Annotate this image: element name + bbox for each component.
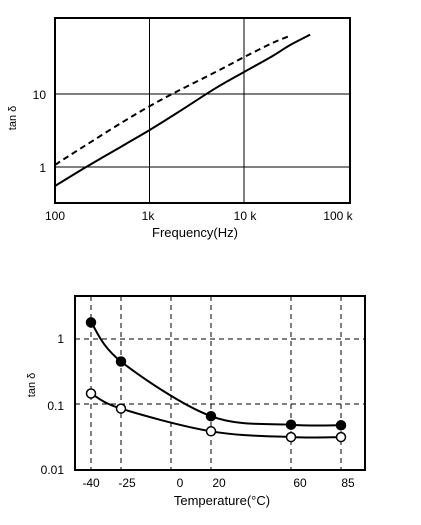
frequency-chart-xtick-100: 100: [45, 209, 65, 223]
frequency-chart-curves: [54, 33, 311, 187]
temperature-chart-xtick-minus25: -25: [118, 476, 136, 490]
temperature-chart-ytick-1: 1: [57, 332, 64, 346]
frequency-chart-ytick-1: 1: [39, 161, 46, 175]
temperature-chart-curves: [90, 321, 342, 439]
temperature-chart-series-1-point-3: [285, 431, 297, 443]
temperature-chart-series-0-point-2: [205, 410, 217, 422]
frequency-chart-ylabel: tan δ: [7, 106, 19, 130]
temperature-chart: -40 -25 0 20 60 85 1 0.1 0.01 Temperatur…: [26, 295, 366, 508]
temperature-chart-series-1-point-0: [85, 388, 97, 399]
temperature-chart-xtick-minus40: -40: [82, 476, 100, 490]
temperature-chart-xtick-20: 20: [212, 476, 226, 490]
temperature-chart-grid: [75, 296, 365, 470]
temperature-chart-xlabel: Temperature(°C): [174, 493, 270, 508]
temperature-chart-series-1-point-4: [335, 431, 347, 443]
temperature-chart-xtick-85: 85: [341, 476, 355, 490]
temperature-chart-ytick-0.1: 0.1: [47, 399, 64, 413]
frequency-chart-xtick-1k: 1k: [142, 209, 156, 223]
frequency-chart-frame: [54, 17, 351, 204]
temperature-chart-xtick-60: 60: [293, 476, 307, 490]
temperature-chart-ytick-0.01: 0.01: [41, 463, 65, 477]
temperature-chart-series-0-point-0: [85, 317, 97, 328]
frequency-chart-series-0-line: [54, 35, 290, 166]
temperature-chart-ylabel: tan δ: [26, 373, 38, 397]
frequency-chart-xlabel: Frequency(Hz): [152, 225, 238, 240]
frequency-chart-ytick-10: 10: [33, 88, 47, 102]
temperature-chart-series-1-point-1: [115, 403, 127, 414]
temperature-chart-series-0-point-1: [115, 356, 127, 367]
temperature-chart-frame: [74, 295, 366, 471]
frequency-chart: 100 1k 10 k 100 k 1 10 Frequency(Hz) tan…: [7, 17, 354, 240]
frequency-chart-xtick-10k: 10 k: [234, 209, 258, 223]
temperature-chart-markers: [85, 317, 347, 443]
frequency-chart-grid: [55, 18, 350, 203]
temperature-chart-series-0-point-3: [285, 419, 297, 430]
temperature-chart-xtick-0: 0: [177, 476, 184, 490]
frequency-chart-series-1-line: [54, 33, 311, 187]
temperature-chart-series-1-point-2: [205, 426, 217, 437]
temperature-chart-series-0-point-4: [335, 420, 347, 431]
frequency-chart-xtick-100k: 100 k: [323, 209, 353, 223]
